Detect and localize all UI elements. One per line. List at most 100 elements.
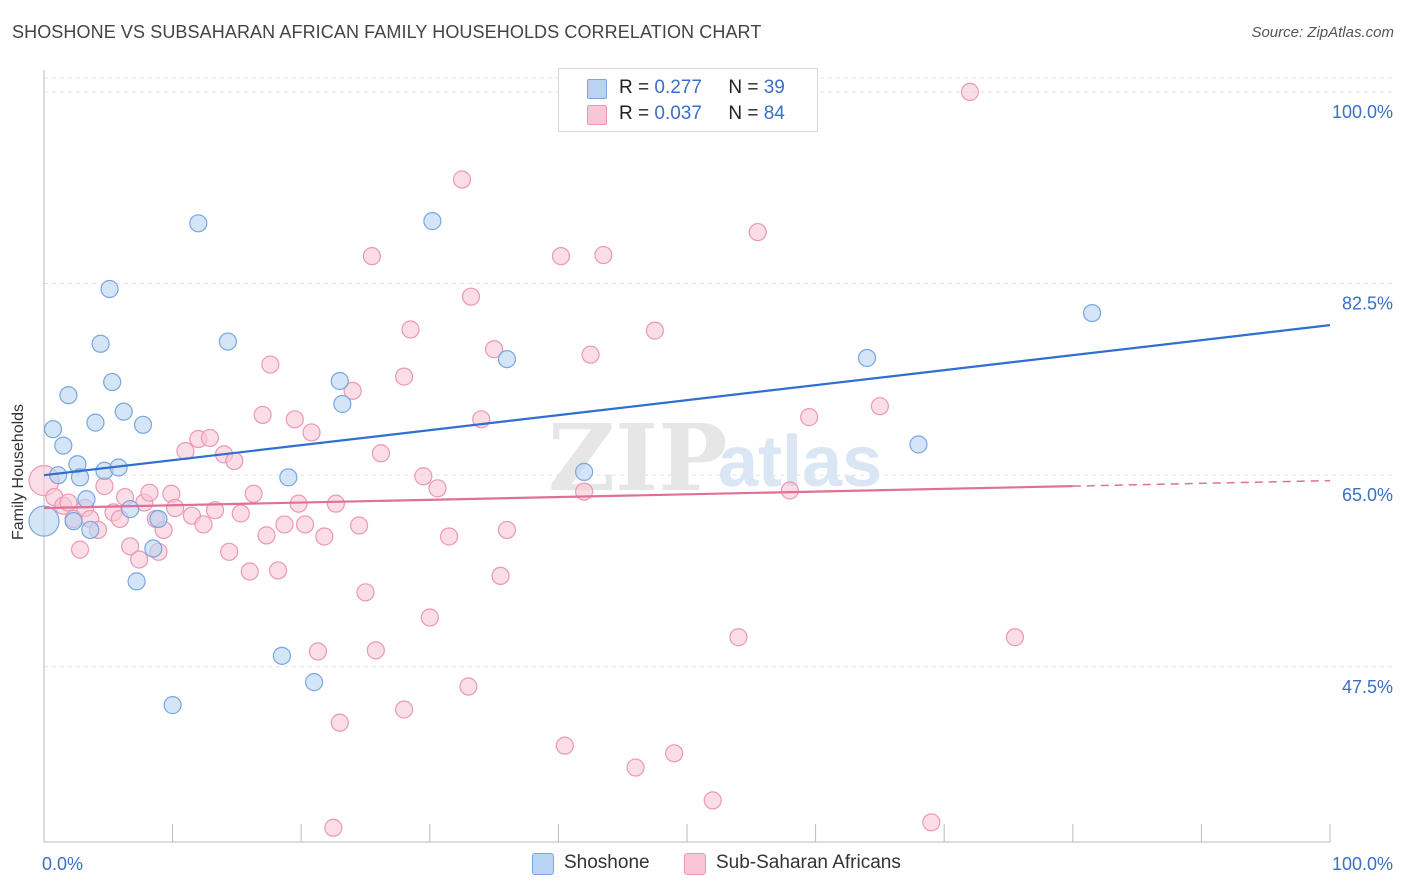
point-subsaharan-83 xyxy=(1005,628,1025,647)
point-shoshone-23 xyxy=(189,214,208,233)
point-shoshone-20 xyxy=(144,539,163,558)
point-subsaharan-53 xyxy=(394,367,414,386)
point-subsaharan-71 xyxy=(594,245,613,265)
point-shoshone-25 xyxy=(272,646,292,665)
point-shoshone-31 xyxy=(497,349,517,369)
y-tick-label-3: 47.5% xyxy=(1342,677,1393,697)
point-subsaharan-74 xyxy=(665,744,684,763)
chart-source: Source: ZipAtlas.com xyxy=(1251,24,1394,41)
point-shoshone-26 xyxy=(279,468,298,487)
point-shoshone-8 xyxy=(77,490,96,509)
point-subsaharan-34 xyxy=(253,405,272,425)
point-subsaharan-68 xyxy=(555,736,574,755)
point-subsaharan-75 xyxy=(703,791,722,810)
point-subsaharan-61 xyxy=(459,677,478,696)
legend-n-label: N = xyxy=(728,77,759,98)
point-subsaharan-33 xyxy=(244,484,263,503)
point-shoshone-4 xyxy=(59,386,78,405)
bottom-legend-label-shoshone: Shoshone xyxy=(564,852,650,873)
point-subsaharan-30 xyxy=(225,451,244,471)
bottom-legend-label-subsaharan: Sub-Saharan Africans xyxy=(716,852,901,873)
point-subsaharan-55 xyxy=(401,320,420,339)
point-shoshone-5 xyxy=(64,512,83,531)
bottom-legend-swatch-subsaharan xyxy=(684,853,706,875)
data-points xyxy=(28,82,1102,837)
point-subsaharan-38 xyxy=(275,515,294,534)
legend-n-shoshone: 39 xyxy=(763,77,785,98)
watermark: ZIP atlas xyxy=(548,404,882,512)
point-subsaharan-49 xyxy=(356,583,375,602)
point-subsaharan-5 xyxy=(70,540,90,559)
x-tick-labels: 0.0% 100.0% xyxy=(42,854,1393,874)
point-shoshone-35 xyxy=(1082,303,1102,323)
point-subsaharan-57 xyxy=(420,608,439,627)
point-shoshone-21 xyxy=(149,509,168,529)
point-subsaharan-41 xyxy=(295,515,315,534)
point-subsaharan-46 xyxy=(330,713,349,732)
watermark-atlas: atlas xyxy=(718,422,882,502)
legend-r-label: R = xyxy=(619,77,650,98)
point-subsaharan-26 xyxy=(200,428,219,448)
point-shoshone-30 xyxy=(423,212,442,231)
point-subsaharan-42 xyxy=(302,423,321,442)
bottom-legend-swatch-shoshone xyxy=(532,853,554,875)
point-subsaharan-29 xyxy=(220,542,239,561)
point-subsaharan-52 xyxy=(371,444,391,463)
point-subsaharan-82 xyxy=(960,82,980,102)
point-subsaharan-58 xyxy=(428,479,447,498)
point-subsaharan-13 xyxy=(121,537,140,556)
point-subsaharan-64 xyxy=(485,340,504,359)
point-shoshone-28 xyxy=(330,371,349,391)
correlation-legend: R = 0.277 N = 39 R = 0.037 N = 84 xyxy=(558,68,818,132)
point-shoshone-3 xyxy=(54,436,73,455)
legend-n-subsaharan: 84 xyxy=(763,103,785,124)
point-subsaharan-44 xyxy=(315,527,334,546)
legend-r-subsaharan: 0.037 xyxy=(654,103,702,124)
trend-line-shoshone xyxy=(43,324,1331,477)
point-subsaharan-9 xyxy=(95,477,114,496)
point-subsaharan-39 xyxy=(285,410,304,429)
point-subsaharan-72 xyxy=(626,758,645,777)
point-subsaharan-27 xyxy=(205,501,225,520)
point-shoshone-19 xyxy=(133,415,153,434)
point-subsaharan-77 xyxy=(748,222,767,242)
trend-line-subsaharan-dashed xyxy=(1072,479,1331,487)
point-subsaharan-70 xyxy=(581,345,600,364)
point-subsaharan-62 xyxy=(461,287,481,306)
point-subsaharan-31 xyxy=(231,504,250,523)
point-shoshone-7 xyxy=(70,468,90,487)
trend-line-subsaharan xyxy=(43,485,1073,510)
axes xyxy=(43,70,1331,843)
point-subsaharan-16 xyxy=(140,483,159,502)
point-shoshone-16 xyxy=(114,402,133,421)
point-shoshone-14 xyxy=(103,372,122,392)
point-shoshone-18 xyxy=(127,572,146,591)
point-subsaharan-35 xyxy=(257,526,276,545)
legend-r-label: R = xyxy=(619,103,650,124)
point-subsaharan-54 xyxy=(394,700,414,719)
legend-swatch-shoshone xyxy=(587,79,607,99)
point-subsaharan-65 xyxy=(491,566,510,586)
point-shoshone-29 xyxy=(333,394,352,414)
point-subsaharan-81 xyxy=(922,813,941,832)
point-subsaharan-47 xyxy=(343,381,362,400)
point-shoshone-17 xyxy=(121,500,140,519)
x-tick-label-max: 100.0% xyxy=(1332,854,1393,874)
point-shoshone-9 xyxy=(81,520,100,540)
point-subsaharan-78 xyxy=(780,481,799,500)
point-subsaharan-60 xyxy=(452,170,472,189)
point-subsaharan-79 xyxy=(800,408,819,427)
point-subsaharan-51 xyxy=(366,641,385,660)
point-subsaharan-32 xyxy=(240,562,259,581)
point-shoshone-1 xyxy=(43,420,63,439)
point-shoshone-34 xyxy=(909,435,928,454)
point-subsaharan-37 xyxy=(268,561,288,580)
point-subsaharan-56 xyxy=(414,467,433,486)
point-shoshone-27 xyxy=(304,673,324,692)
legend-swatch-subsaharan xyxy=(587,105,607,125)
legend-n-label: N = xyxy=(728,103,759,124)
point-subsaharan-21 xyxy=(166,498,185,518)
point-subsaharan-25 xyxy=(194,515,213,534)
point-shoshone-11 xyxy=(91,334,110,353)
